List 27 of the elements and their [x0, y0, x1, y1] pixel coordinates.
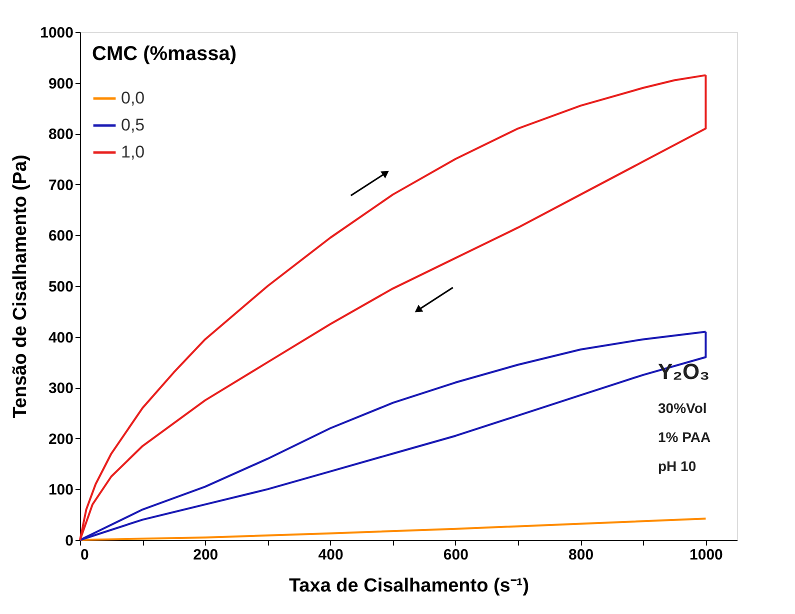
- y-tick-label: 600: [48, 228, 74, 245]
- annotation: Y₂O₃: [658, 359, 710, 384]
- legend-label: 0,5: [121, 116, 145, 134]
- legend-title: CMC (%massa): [92, 43, 236, 65]
- x-tick-label: 200: [193, 546, 218, 564]
- annotation: 1% PAA: [658, 429, 711, 445]
- x-tick-label: 0: [80, 546, 89, 564]
- x-tick-label: 600: [443, 546, 468, 564]
- y-tick-label: 200: [48, 430, 74, 448]
- y-tick-label: 700: [48, 176, 74, 194]
- annotation: 30%Vol: [658, 400, 707, 416]
- y-axis-title: Tensão de Cisalhamento (Pa): [10, 154, 32, 418]
- x-tick-label: 400: [318, 546, 344, 564]
- x-tick-label: 1000: [690, 546, 723, 564]
- y-tick-label: 800: [48, 126, 74, 144]
- y-tick-label: 900: [48, 75, 74, 92]
- y-tick-label: 100: [48, 482, 74, 499]
- y-tick-label: 1000: [40, 24, 74, 42]
- y-tick-label: 500: [48, 278, 74, 296]
- y-tick-label: 0: [65, 532, 74, 550]
- y-tick-label: 400: [48, 329, 74, 346]
- annotation: pH 10: [658, 458, 696, 474]
- legend-label: 1,0: [121, 142, 145, 162]
- y-tick-label: 300: [48, 380, 74, 398]
- x-tick-label: 800: [568, 546, 594, 564]
- x-axis-title: Taxa de Cisalhamento (s⁻¹): [288, 576, 530, 596]
- legend-label: 0,0: [121, 88, 145, 108]
